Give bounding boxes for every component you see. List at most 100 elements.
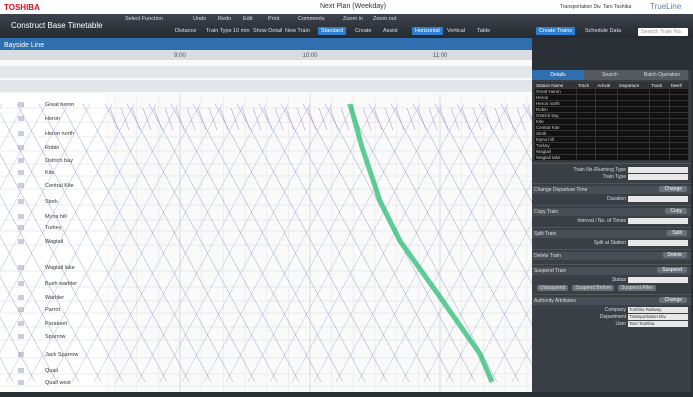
action-button[interactable]: Suspend After — [618, 285, 656, 291]
station-toggle — [18, 307, 24, 312]
train-line — [49, 103, 201, 383]
train-line — [494, 107, 504, 131]
tab[interactable]: Details — [532, 70, 584, 80]
toolbar-button[interactable]: Create Trains — [536, 27, 576, 35]
search-box[interactable]: Search Train No. — [638, 28, 688, 36]
field-value[interactable] — [628, 196, 688, 202]
table-header: Station Name Track Arrival Departure Track Dw… — [534, 82, 690, 89]
field: Interval / No. of Times — [535, 218, 688, 224]
toolbar-button[interactable]: Undo — [193, 16, 207, 22]
action-button[interactable]: Unsuspend — [537, 285, 569, 291]
toolbar-button[interactable]: 10 min — [233, 28, 250, 34]
action-button[interactable]: Suspend Before — [572, 285, 615, 291]
train-line — [236, 103, 388, 383]
toolbar-button[interactable]: Edit — [243, 16, 253, 22]
section-button[interactable]: Change — [659, 186, 687, 192]
section-button[interactable]: Suspend — [657, 267, 687, 273]
train-line — [27, 103, 179, 383]
train-line — [280, 103, 432, 383]
station-toggle — [18, 334, 24, 339]
train-line — [0, 194, 102, 383]
section-button[interactable]: Delete — [662, 252, 687, 258]
station-cell: Wagtail lake — [534, 154, 577, 161]
toolbar-button[interactable]: Print — [268, 16, 280, 22]
section-button[interactable]: Change — [659, 297, 687, 303]
train-line — [0, 103, 69, 231]
cell — [668, 154, 690, 161]
station-toggle — [18, 145, 24, 150]
train-line — [153, 107, 163, 131]
field: Split at Station — [535, 240, 688, 246]
station-name: Parrot — [45, 307, 60, 313]
field-label: Interval / No. of Times — [577, 218, 626, 224]
toolbar-button[interactable]: New Train — [285, 28, 310, 34]
section: Authority Attributes Change Company Toshiba… — [532, 294, 691, 330]
field-value[interactable] — [628, 218, 688, 224]
section-button[interactable]: Split — [667, 230, 687, 236]
toolbar-button[interactable]: Horizontal — [412, 27, 443, 35]
field-value[interactable] — [628, 240, 688, 246]
toolbar-button[interactable]: Zoom in — [343, 16, 363, 22]
section-title: Copy Train — [532, 208, 691, 216]
toolbar-button[interactable]: Schedule Data — [585, 28, 622, 34]
train-line — [219, 107, 229, 131]
station-name: Wagtail — [45, 239, 63, 245]
field-value[interactable] — [628, 277, 688, 283]
train-line — [296, 107, 306, 131]
field-value[interactable]: Taro Toshiba — [628, 321, 688, 327]
station-name: Kite — [45, 170, 54, 176]
toolbar-button[interactable]: Train Type — [206, 28, 232, 34]
section-button[interactable]: Copy — [665, 208, 687, 214]
field-label: Department — [599, 314, 626, 320]
toolbar-button[interactable]: Table — [477, 28, 491, 34]
toolbar-button[interactable]: Standard — [318, 27, 347, 35]
station-toggle — [18, 214, 24, 219]
toolbar-button[interactable]: Zoom out — [373, 16, 397, 22]
station-name: Turkey — [45, 225, 62, 231]
toolbar-button[interactable]: Comments — [298, 16, 325, 22]
tab[interactable]: Search — [584, 70, 636, 80]
line-name: Bayside Line — [4, 42, 44, 49]
cell — [617, 154, 651, 161]
field-value[interactable] — [628, 174, 688, 180]
field-label: Train No./Running Type — [573, 167, 626, 173]
toolbar-button[interactable]: Assist — [383, 28, 398, 34]
field-value[interactable] — [628, 167, 688, 173]
train-line — [0, 103, 135, 353]
time-bar — [0, 50, 532, 60]
toolbar-button[interactable]: Redo — [218, 16, 232, 22]
group-row — [0, 66, 532, 78]
toolbar-button[interactable]: Create — [355, 28, 372, 34]
user[interactable]: Transportation Div. Taro Toshiba — [560, 4, 632, 10]
toolbar-button[interactable]: Select Function — [125, 16, 163, 22]
toolbar-button[interactable]: Distance — [175, 28, 197, 34]
train-line — [203, 103, 355, 383]
station-toggle — [18, 131, 24, 136]
train-line — [461, 107, 471, 131]
tab[interactable]: Batch Operation — [636, 70, 688, 80]
toolbar-button[interactable]: Show Detail — [253, 28, 283, 34]
field-label: Train Type — [602, 174, 626, 180]
table-row[interactable]: Wagtail lake — [534, 154, 690, 161]
time-label: 9:00 — [174, 53, 186, 59]
field: Train No./Running Type — [535, 167, 688, 173]
field: User Taro Toshiba — [535, 321, 688, 327]
section: Copy Train Copy Interval / No. of Times — [532, 205, 691, 227]
station-name: Quail west — [45, 380, 71, 386]
field-value[interactable]: Transportation Div. — [628, 314, 688, 320]
train-line — [142, 107, 152, 131]
station-toggle — [18, 295, 24, 300]
train-line — [170, 103, 322, 383]
station-toggle — [18, 199, 24, 204]
train-line — [450, 107, 460, 131]
section: Split Train Split Split at Station — [532, 227, 691, 249]
field-value[interactable]: Toshiba Railway — [628, 307, 688, 313]
train-line — [269, 103, 421, 383]
train-line — [384, 107, 394, 131]
train-line — [0, 316, 36, 383]
toolbar-button[interactable]: Vertical — [447, 28, 466, 34]
train-line — [335, 103, 487, 383]
train-line — [401, 103, 553, 383]
train-line — [417, 107, 427, 131]
